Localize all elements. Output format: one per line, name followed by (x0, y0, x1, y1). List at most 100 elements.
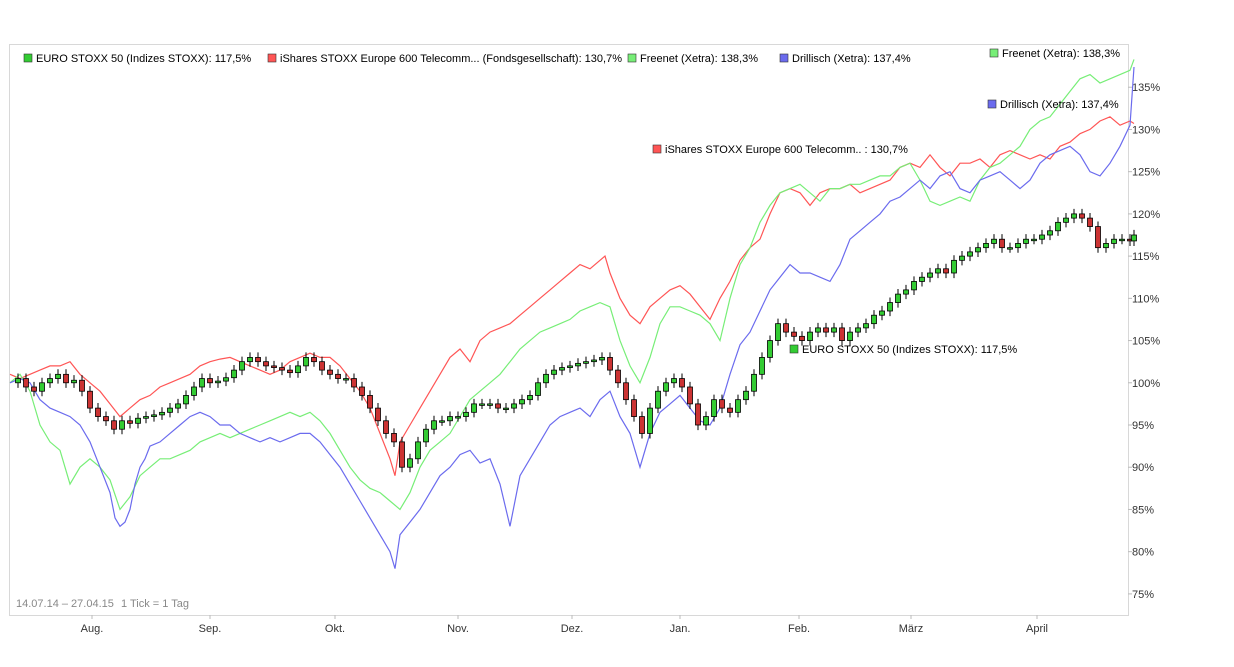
candle-body (495, 403, 501, 409)
candle-body (727, 407, 733, 413)
candle-body (151, 414, 157, 417)
end-label-swatch-3 (987, 99, 997, 109)
candle-body (591, 359, 597, 363)
candle-body (743, 390, 749, 401)
candle-body (583, 361, 589, 364)
candle-body (95, 407, 101, 417)
end-labels: EURO STOXX 50 (Indizes STOXX): 117,5% iSh… (652, 48, 1120, 356)
candle-body (655, 390, 661, 409)
candle-body (79, 379, 85, 392)
end-label-swatch-1 (652, 144, 662, 154)
candle-body (39, 382, 45, 392)
candle-body (695, 403, 701, 426)
candle-body (519, 399, 525, 405)
candle-body (551, 369, 557, 375)
candle-body (103, 416, 109, 422)
end-label-0: EURO STOXX 50 (Indizes STOXX): 117,5% (802, 344, 1017, 356)
candle-body (463, 411, 469, 417)
candle-body (815, 327, 821, 333)
candle-body (311, 357, 317, 363)
series-lines (9, 59, 1135, 569)
candle-body (927, 272, 933, 278)
x-tick-label: Dez. (561, 623, 584, 635)
series-line-3 (9, 66, 1135, 569)
candle-body (735, 399, 741, 413)
legend-label-3: Drillisch (Xetra): 137,4% (792, 53, 911, 65)
candle-body (431, 420, 437, 430)
candle-body (575, 362, 581, 367)
candle-body (191, 386, 197, 396)
candle-body (335, 373, 341, 379)
x-tick-label: Aug. (81, 623, 104, 635)
candle-body (223, 377, 229, 382)
series-line-1 (9, 116, 1135, 476)
candle-body (807, 331, 813, 341)
x-tick-label: März (899, 623, 923, 635)
x-tick-label: Okt. (325, 623, 345, 635)
candle-body (623, 382, 629, 401)
candle-body (663, 382, 669, 392)
candle-body (903, 289, 909, 295)
candle-body (543, 373, 549, 384)
candle-body (791, 331, 797, 337)
y-tick-label: 95% (1132, 420, 1154, 432)
candle-body (319, 361, 325, 371)
candle-body (375, 407, 381, 422)
candle-body (943, 268, 949, 274)
y-tick-label: 90% (1132, 462, 1154, 474)
candle-body (351, 378, 357, 388)
candle-body (479, 403, 485, 406)
candle-body (287, 369, 293, 374)
candle-body (1087, 217, 1093, 227)
y-tick-label: 100% (1132, 378, 1160, 390)
candle-body (119, 420, 125, 430)
candle-body (215, 380, 221, 384)
candle-body (671, 378, 677, 384)
candle-body (887, 302, 893, 312)
candle-body (263, 361, 269, 367)
candle-body (255, 357, 261, 363)
candle-body (423, 428, 429, 443)
end-label-1: iShares STOXX Europe 600 Telecomm.. : 13… (665, 144, 908, 156)
x-tick-label: April (1026, 623, 1048, 635)
candle-body (279, 367, 285, 371)
candle-body (951, 259, 957, 274)
candle-body (831, 327, 837, 333)
candle-body (847, 331, 853, 341)
candle-body (559, 367, 565, 371)
legend-swatch-3 (779, 53, 789, 63)
candle-body (751, 373, 757, 392)
candle-body (487, 403, 493, 406)
candle-body (1039, 234, 1045, 240)
candle-body (415, 441, 421, 460)
candle-body (991, 238, 997, 244)
candle-body (911, 281, 917, 291)
candle-body (1095, 226, 1101, 249)
candle-body (855, 327, 861, 333)
candle-body (247, 357, 253, 363)
candle-body (1079, 213, 1085, 219)
y-tick-label: 130% (1132, 124, 1160, 136)
candle-body (503, 407, 509, 411)
candle-body (1007, 247, 1013, 250)
candle-body (1031, 238, 1037, 242)
candle-body (687, 386, 693, 405)
candle-body (447, 416, 453, 422)
y-tick-label: 125% (1132, 167, 1160, 179)
candle-body (71, 379, 77, 384)
candle-body (511, 403, 517, 409)
end-label-swatch-2 (989, 48, 999, 58)
candle-body (959, 255, 965, 261)
x-tick-label: Sep. (199, 623, 222, 635)
candle-body (711, 399, 717, 417)
footer-info: 14.07.14 – 27.04.15 1 Tick = 1 Tag (16, 598, 189, 610)
candle-body (999, 238, 1005, 249)
candle-body (55, 373, 61, 379)
candle-body (1055, 221, 1061, 232)
candle-body (359, 386, 365, 396)
plot-frame (9, 44, 1129, 616)
y-tick-label: 120% (1132, 209, 1160, 221)
candle-body (935, 268, 941, 274)
candle-body (975, 247, 981, 253)
candle-body (1119, 238, 1125, 242)
